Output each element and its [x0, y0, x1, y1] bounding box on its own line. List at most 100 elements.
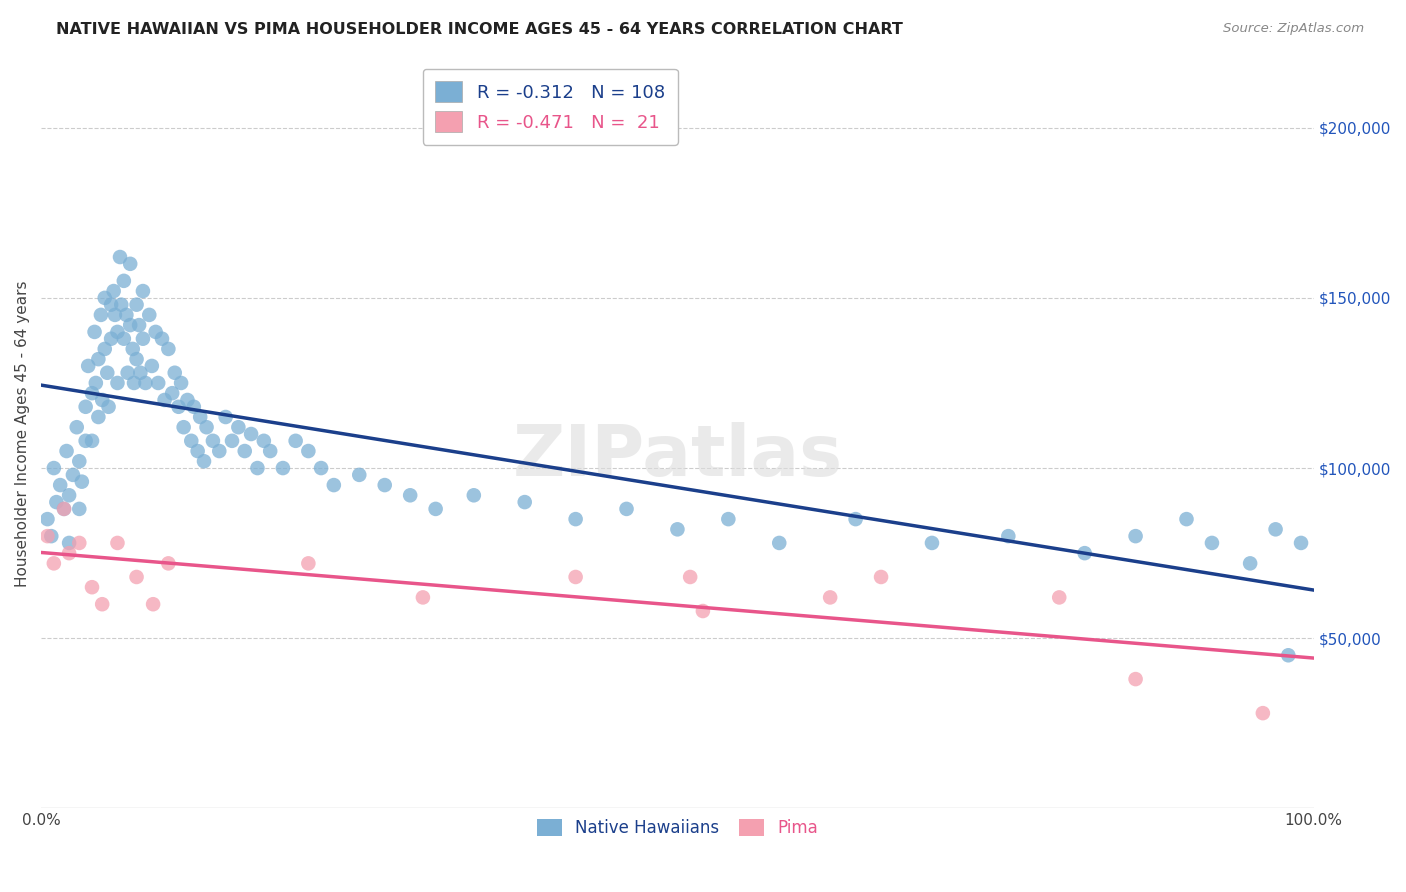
- Pima: [91, 597, 114, 611]
- Native Hawaiians: [80, 434, 103, 448]
- Native Hawaiians: [717, 512, 740, 526]
- Native Hawaiians: [141, 359, 163, 373]
- Text: ZIPatlas: ZIPatlas: [512, 422, 842, 491]
- Native Hawaiians: [42, 461, 65, 475]
- Native Hawaiians: [246, 461, 269, 475]
- Native Hawaiians: [67, 502, 90, 516]
- Native Hawaiians: [77, 359, 100, 373]
- Native Hawaiians: [53, 502, 76, 516]
- Native Hawaiians: [399, 488, 422, 502]
- Pima: [297, 557, 319, 571]
- Native Hawaiians: [374, 478, 396, 492]
- Native Hawaiians: [70, 475, 93, 489]
- Native Hawaiians: [187, 444, 209, 458]
- Native Hawaiians: [1277, 648, 1299, 663]
- Native Hawaiians: [183, 400, 205, 414]
- Native Hawaiians: [616, 502, 638, 516]
- Native Hawaiians: [173, 420, 195, 434]
- Native Hawaiians: [62, 467, 84, 482]
- Native Hawaiians: [58, 488, 80, 502]
- Native Hawaiians: [37, 512, 59, 526]
- Pima: [58, 546, 80, 560]
- Native Hawaiians: [309, 461, 332, 475]
- Native Hawaiians: [259, 444, 281, 458]
- Native Hawaiians: [58, 536, 80, 550]
- Native Hawaiians: [163, 366, 186, 380]
- Native Hawaiians: [107, 376, 129, 390]
- Native Hawaiians: [997, 529, 1019, 543]
- Native Hawaiians: [157, 342, 180, 356]
- Native Hawaiians: [96, 366, 118, 380]
- Native Hawaiians: [180, 434, 202, 448]
- Pima: [80, 580, 103, 594]
- Native Hawaiians: [100, 332, 122, 346]
- Native Hawaiians: [90, 308, 112, 322]
- Native Hawaiians: [39, 529, 62, 543]
- Native Hawaiians: [112, 274, 135, 288]
- Pima: [870, 570, 893, 584]
- Native Hawaiians: [100, 298, 122, 312]
- Native Hawaiians: [188, 409, 211, 424]
- Native Hawaiians: [349, 467, 371, 482]
- Native Hawaiians: [1264, 522, 1286, 536]
- Native Hawaiians: [49, 478, 72, 492]
- Native Hawaiians: [125, 298, 148, 312]
- Native Hawaiians: [117, 366, 139, 380]
- Pima: [1125, 672, 1147, 686]
- Native Hawaiians: [67, 454, 90, 468]
- Pima: [679, 570, 702, 584]
- Pima: [157, 557, 180, 571]
- Native Hawaiians: [55, 444, 77, 458]
- Native Hawaiians: [120, 257, 142, 271]
- Native Hawaiians: [125, 352, 148, 367]
- Native Hawaiians: [201, 434, 224, 448]
- Native Hawaiians: [66, 420, 89, 434]
- Native Hawaiians: [271, 461, 294, 475]
- Native Hawaiians: [153, 392, 176, 407]
- Pima: [107, 536, 129, 550]
- Text: Source: ZipAtlas.com: Source: ZipAtlas.com: [1223, 22, 1364, 36]
- Native Hawaiians: [108, 250, 131, 264]
- Native Hawaiians: [107, 325, 129, 339]
- Native Hawaiians: [322, 478, 344, 492]
- Native Hawaiians: [240, 427, 263, 442]
- Native Hawaiians: [104, 308, 127, 322]
- Native Hawaiians: [1175, 512, 1198, 526]
- Pima: [142, 597, 165, 611]
- Native Hawaiians: [1073, 546, 1095, 560]
- Native Hawaiians: [208, 444, 231, 458]
- Native Hawaiians: [84, 376, 107, 390]
- Native Hawaiians: [513, 495, 536, 509]
- Native Hawaiians: [150, 332, 173, 346]
- Text: NATIVE HAWAIIAN VS PIMA HOUSEHOLDER INCOME AGES 45 - 64 YEARS CORRELATION CHART: NATIVE HAWAIIAN VS PIMA HOUSEHOLDER INCO…: [56, 22, 903, 37]
- Native Hawaiians: [93, 291, 115, 305]
- Pima: [42, 557, 65, 571]
- Legend: Native Hawaiians, Pima: Native Hawaiians, Pima: [529, 810, 827, 845]
- Native Hawaiians: [132, 332, 155, 346]
- Native Hawaiians: [122, 376, 145, 390]
- Pima: [53, 502, 76, 516]
- Pima: [412, 591, 434, 605]
- Native Hawaiians: [193, 454, 215, 468]
- Native Hawaiians: [233, 444, 256, 458]
- Native Hawaiians: [129, 366, 152, 380]
- Native Hawaiians: [138, 308, 160, 322]
- Native Hawaiians: [284, 434, 307, 448]
- Pima: [125, 570, 148, 584]
- Native Hawaiians: [45, 495, 67, 509]
- Native Hawaiians: [87, 352, 110, 367]
- Native Hawaiians: [845, 512, 868, 526]
- Native Hawaiians: [221, 434, 243, 448]
- Native Hawaiians: [91, 392, 114, 407]
- Native Hawaiians: [463, 488, 485, 502]
- Native Hawaiians: [666, 522, 689, 536]
- Native Hawaiians: [564, 512, 586, 526]
- Native Hawaiians: [1125, 529, 1147, 543]
- Native Hawaiians: [1289, 536, 1312, 550]
- Native Hawaiians: [110, 298, 132, 312]
- Native Hawaiians: [195, 420, 218, 434]
- Y-axis label: Householder Income Ages 45 - 64 years: Householder Income Ages 45 - 64 years: [15, 281, 30, 587]
- Native Hawaiians: [93, 342, 115, 356]
- Pima: [692, 604, 714, 618]
- Native Hawaiians: [228, 420, 250, 434]
